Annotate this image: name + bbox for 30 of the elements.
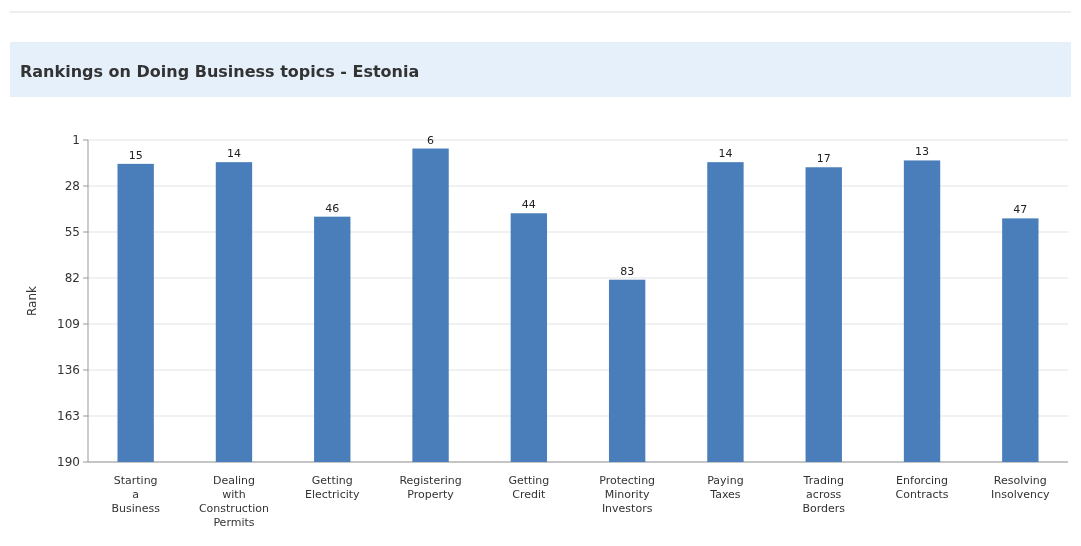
chart-title: Rankings on Doing Business topics - Estonia: [20, 62, 420, 81]
y-tick-label: 82: [64, 271, 80, 285]
y-tick-label: 190: [57, 455, 80, 469]
x-tick-label: Getting Electricity: [304, 474, 361, 501]
x-tick-label: Resolving Insolvency: [991, 474, 1051, 501]
x-tick-label: Starting a Business: [111, 474, 161, 515]
data-label: 15: [128, 148, 143, 162]
data-label: 17: [816, 152, 831, 166]
data-label: 13: [915, 145, 930, 159]
data-label: 46: [325, 201, 340, 215]
x-tick-label: Dealing with Construction Permits: [198, 474, 270, 529]
data-label: 44: [521, 198, 536, 212]
y-tick-label: 109: [57, 317, 80, 331]
y-tick-label: 163: [57, 409, 80, 423]
y-tick-label: 55: [64, 225, 80, 239]
x-tick-label: Getting Credit: [508, 474, 550, 501]
x-tick-label: Paying Taxes: [707, 474, 744, 501]
data-label: 47: [1013, 203, 1028, 217]
x-tick-label: Enforcing Contracts: [895, 474, 949, 501]
data-label: 83: [620, 264, 635, 278]
y-axis-title: Rank: [25, 285, 39, 316]
data-label: 14: [226, 147, 241, 161]
x-tick-label: Protecting Minority Investors: [599, 474, 656, 515]
y-tick-label: 136: [57, 363, 80, 377]
data-label: 14: [718, 147, 733, 161]
x-tick-label: Registering Property: [399, 474, 462, 501]
data-label: 6: [427, 133, 435, 147]
y-tick-label: 1: [72, 133, 80, 147]
y-tick-label: 28: [64, 179, 80, 193]
x-tick-label: Trading across Borders: [802, 474, 846, 515]
